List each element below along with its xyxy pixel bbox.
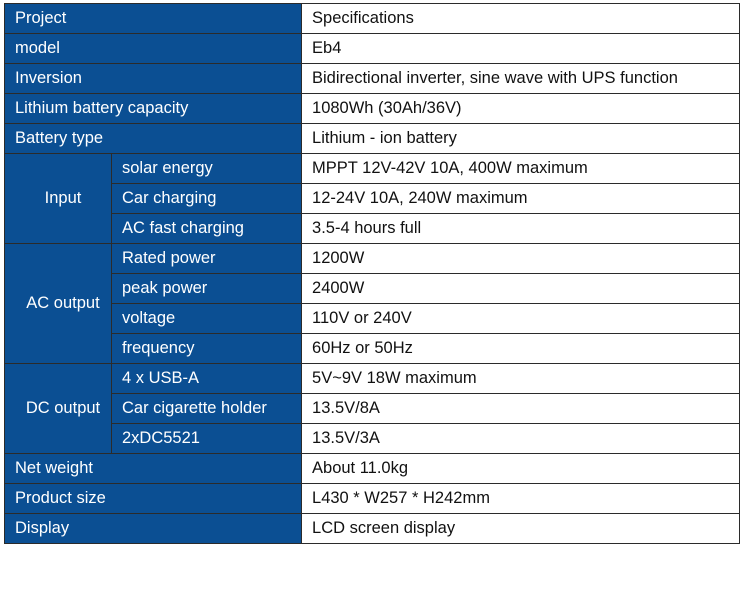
spec-row: Lithium battery capacity 1080Wh (30Ah/36… [3, 93, 741, 124]
spec-label: Inversion [3, 63, 303, 94]
spec-value: 5V~9V 18W maximum [301, 363, 741, 394]
spec-row: Car charging 12-24V 10A, 240W maximum [5, 183, 741, 214]
spec-value: 3.5-4 hours full [301, 213, 741, 244]
spec-value: 2400W [301, 273, 741, 304]
spec-row: Display LCD screen display [3, 513, 741, 544]
header-row: Project Specifications [3, 3, 741, 34]
spec-value: 13.5V/3A [301, 423, 741, 454]
spec-row: peak power 2400W [5, 273, 741, 304]
spec-label: Product size [3, 483, 303, 514]
spec-value: MPPT 12V-42V 10A, 400W maximum [301, 153, 741, 184]
spec-value: Eb4 [301, 33, 741, 64]
spec-row: AC output Rated power 1200W [4, 243, 741, 364]
spec-label: Display [3, 513, 303, 544]
spec-label: model [3, 33, 303, 64]
spec-sublabel: Car cigarette holder [110, 393, 303, 424]
spec-row: frequency 60Hz or 50Hz [5, 333, 741, 364]
spec-sublabel: Rated power [110, 243, 303, 274]
spec-value: 110V or 240V [301, 303, 741, 334]
spec-value: LCD screen display [301, 513, 741, 544]
spec-row: DC output 4 x USB-A 5V~9V 18W maximum [4, 363, 741, 454]
spec-sublabel: solar energy [110, 153, 303, 184]
spec-row: model Eb4 [3, 33, 741, 64]
spec-value: Lithium - ion battery [301, 123, 741, 154]
group-label-input: Input [4, 153, 112, 244]
spec-row: voltage 110V or 240V [5, 303, 741, 334]
header-value: Specifications [301, 3, 741, 34]
spec-value: 12-24V 10A, 240W maximum [301, 183, 741, 214]
spec-sublabel: voltage [110, 303, 303, 334]
spec-row: Battery type Lithium - ion battery [3, 123, 741, 154]
spec-sublabel: 4 x USB-A [110, 363, 303, 394]
spec-value: 13.5V/8A [301, 393, 741, 424]
spec-sublabel: 2xDC5521 [110, 423, 303, 454]
spec-value: Bidirectional inverter, sine wave with U… [301, 63, 741, 94]
spec-sublabel: Car charging [110, 183, 303, 214]
spec-sublabel: frequency [110, 333, 303, 364]
spec-table: Project Specifications model Eb4 Inversi… [3, 3, 741, 544]
spec-label: Battery type [3, 123, 303, 154]
spec-row: Inversion Bidirectional inverter, sine w… [3, 63, 741, 94]
spec-sublabel: AC fast charging [110, 213, 303, 244]
spec-value: 1080Wh (30Ah/36V) [301, 93, 741, 124]
spec-value: L430 * W257 * H242mm [301, 483, 741, 514]
spec-value: 1200W [301, 243, 741, 274]
spec-value: 60Hz or 50Hz [301, 333, 741, 364]
spec-row: Car cigarette holder 13.5V/8A [5, 393, 741, 424]
spec-value: About 11.0kg [301, 453, 741, 484]
spec-row: Net weight About 11.0kg [3, 453, 741, 484]
group-label-ac-output: AC output [4, 243, 112, 364]
spec-row: AC fast charging 3.5-4 hours full [5, 213, 741, 244]
header-label: Project [3, 3, 303, 34]
spec-row: Product size L430 * W257 * H242mm [3, 483, 741, 514]
spec-label: Net weight [3, 453, 303, 484]
group-label-dc-output: DC output [4, 363, 112, 454]
spec-row: 2xDC5521 13.5V/3A [5, 423, 741, 454]
spec-row: Input solar energy MPPT 12V-42V 10A, 400… [4, 153, 741, 244]
spec-sublabel: peak power [110, 273, 303, 304]
spec-label: Lithium battery capacity [3, 93, 303, 124]
